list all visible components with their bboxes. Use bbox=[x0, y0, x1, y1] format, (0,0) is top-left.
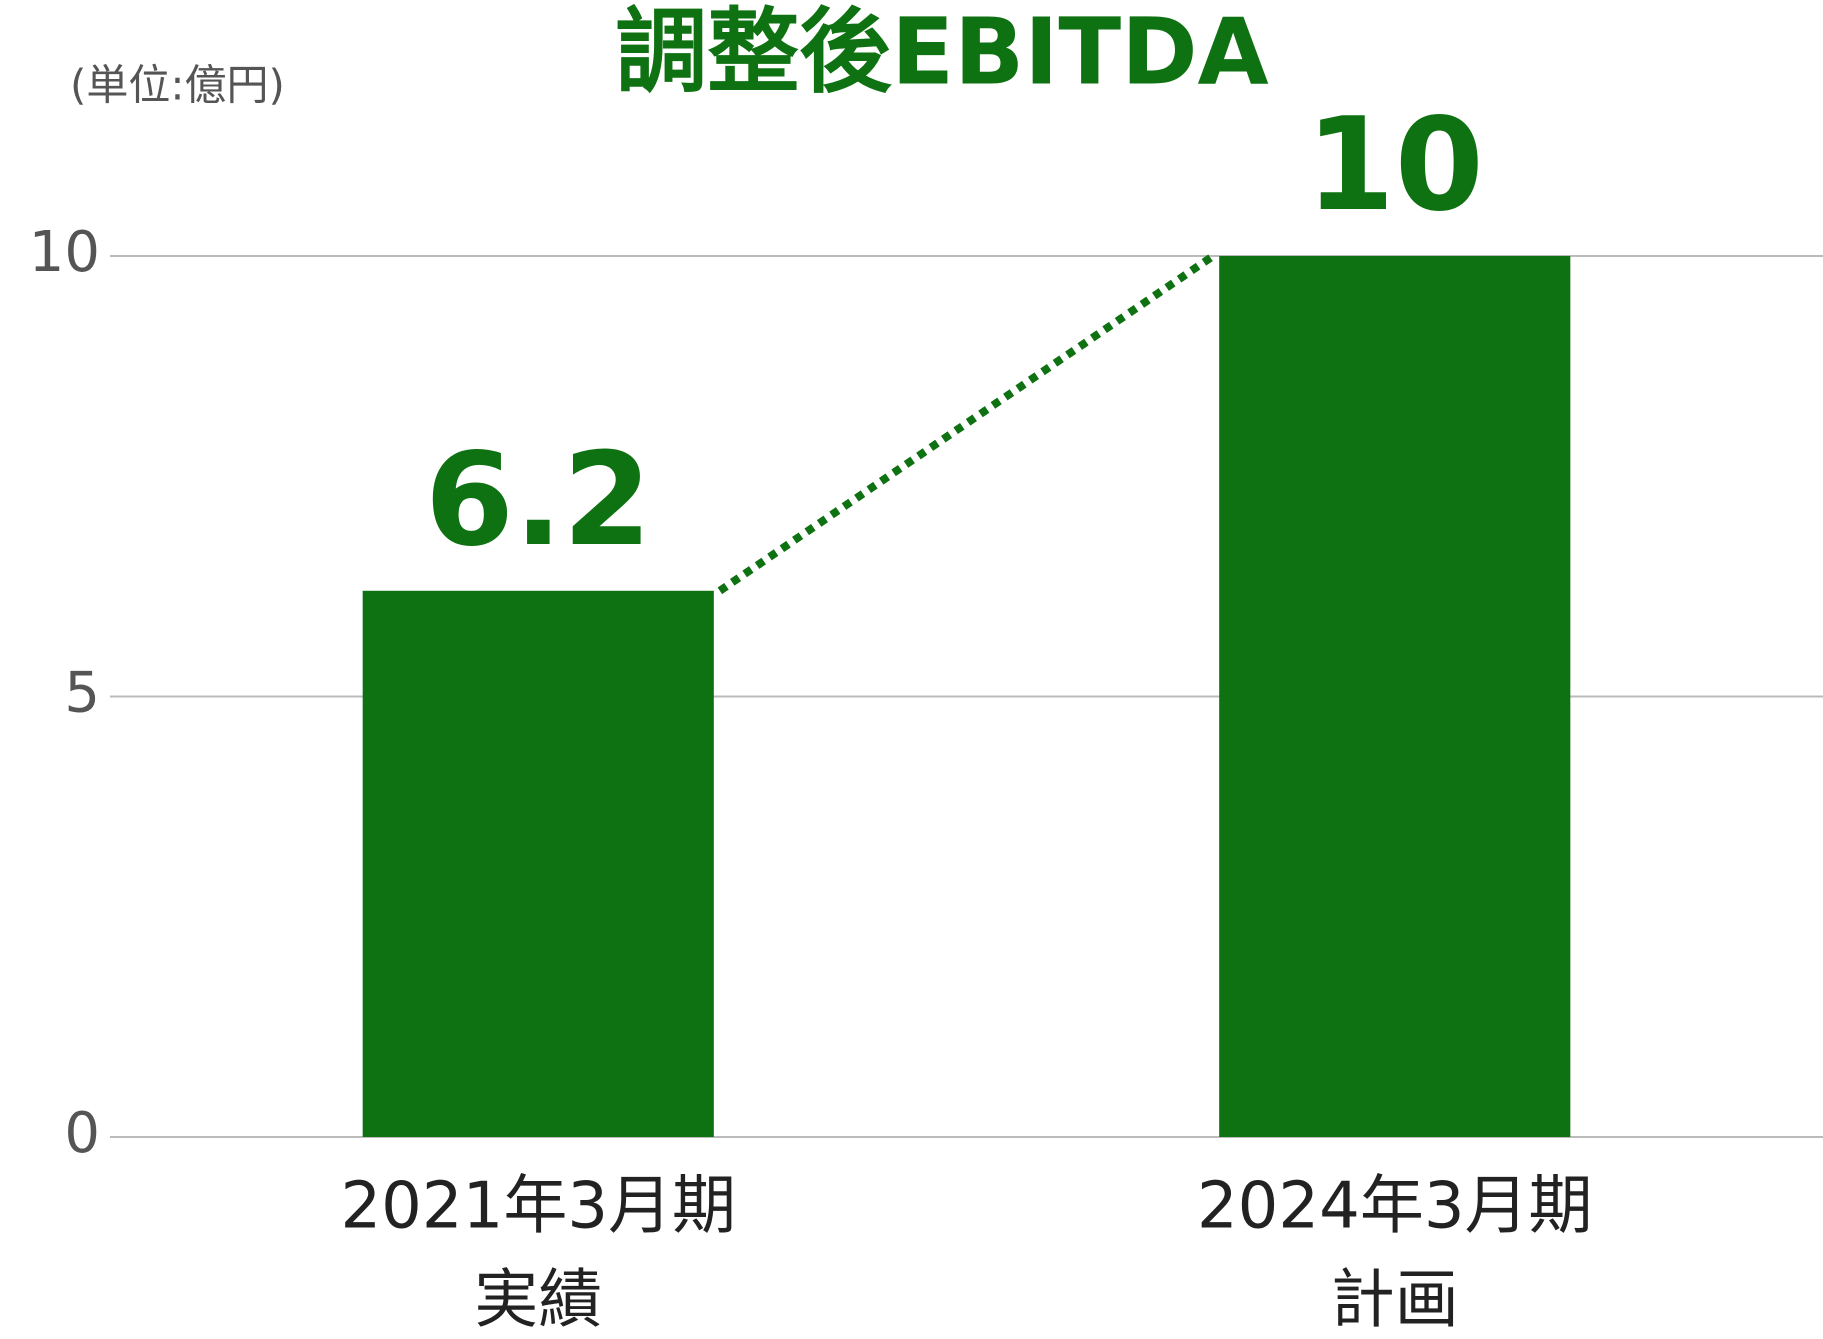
chart-title: 調整後EBITDA bbox=[615, 0, 1269, 105]
y-tick-label: 5 bbox=[64, 661, 100, 726]
y-tick-label: 10 bbox=[29, 220, 100, 285]
bar bbox=[362, 590, 714, 1137]
x-tick-label: 計画 bbox=[1331, 1264, 1459, 1338]
x-tick-label: 2024年3月期 bbox=[1197, 1170, 1593, 1244]
unit-label: (単位:億円) bbox=[70, 61, 285, 110]
bar bbox=[1219, 256, 1571, 1137]
x-tick-label: 2021年3月期 bbox=[340, 1170, 736, 1244]
connector-line bbox=[717, 252, 1216, 595]
data-label: 6.2 bbox=[425, 426, 652, 575]
data-label: 10 bbox=[1306, 91, 1484, 240]
y-tick-label: 0 bbox=[64, 1101, 100, 1166]
x-tick-label: 実績 bbox=[474, 1264, 602, 1338]
